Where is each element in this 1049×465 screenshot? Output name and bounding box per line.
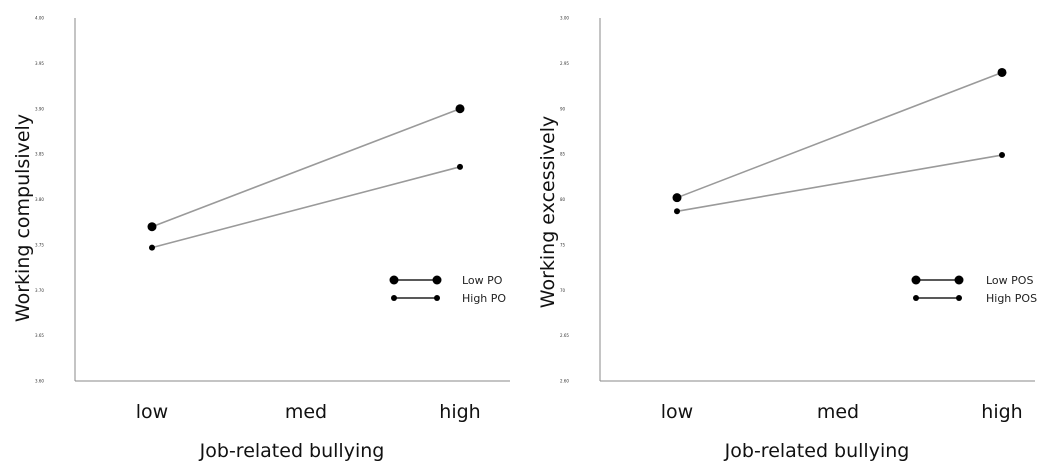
y-tick-label: 70: [560, 288, 566, 293]
chart-left: 3.60 3.65 3.70 3.75 3.80 3.85 3.90 3.95 4.00 low…: [12, 16, 510, 462]
legend: Low PO High PO: [389, 274, 506, 305]
data-point: [672, 193, 682, 203]
y-tick-label: 2.65: [560, 333, 569, 338]
legend-label-1: High POS: [986, 292, 1037, 305]
y-tick-label: 3.85: [35, 152, 44, 157]
y-axis: 3.60 3.65 3.70 3.75 3.80 3.85 3.90 3.95 4.00: [35, 16, 76, 384]
legend-marker: [389, 275, 399, 285]
category-labels: low med high: [136, 401, 481, 423]
y-tick-label: 90: [560, 106, 566, 111]
category-label-med: med: [817, 401, 859, 423]
series-line-0: [151, 108, 461, 228]
y-tick-label: 85: [560, 152, 566, 157]
y-tick-label: 3.75: [35, 242, 44, 247]
data-point: [149, 244, 155, 251]
y-tick-label: 3.60: [35, 379, 44, 384]
category-labels: low med high: [661, 401, 1023, 423]
legend-marker: [391, 295, 397, 301]
y-tick-labels: 2.60 2.65 70 75 80 85 90 2.95 3.00: [560, 16, 569, 384]
data-point: [674, 208, 680, 215]
y-tick-label: 3.95: [35, 61, 44, 66]
series-line-1: [151, 166, 461, 249]
data-point: [455, 104, 465, 114]
legend-marker: [954, 275, 964, 285]
category-label-low: low: [661, 401, 693, 423]
data-point: [457, 163, 463, 170]
legend-label-0: Low PO: [462, 274, 503, 287]
y-tick-label: 3.90: [35, 106, 44, 111]
category-label-low: low: [136, 401, 168, 423]
chart-right: 2.60 2.65 70 75 80 85 90 2.95 3.00 low med high Lo…: [537, 16, 1037, 463]
legend-marker: [911, 275, 921, 285]
legend-label-1: High PO: [462, 292, 506, 305]
y-tick-label: 75: [560, 242, 566, 247]
data-point: [147, 222, 157, 232]
legend: Low POS High POS: [911, 274, 1037, 305]
y-tick-label: 2.95: [560, 61, 569, 66]
data-point: [999, 152, 1005, 159]
y-tick-label: 80: [560, 197, 566, 202]
plot-series: [672, 67, 1007, 215]
series-line-1: [676, 154, 1003, 213]
data-point: [997, 67, 1007, 77]
y-tick-label: 3.65: [35, 333, 44, 338]
legend-marker: [913, 295, 919, 301]
y-tick-label: 2.60: [560, 379, 569, 384]
x-axis-label: Job-related bullying: [724, 440, 910, 462]
y-tick-label: 3.80: [35, 197, 44, 202]
legend-marker: [434, 295, 440, 301]
legend-label-0: Low POS: [986, 274, 1033, 287]
y-tick-labels: 3.60 3.65 3.70 3.75 3.80 3.85 3.90 3.95 4.00: [35, 16, 44, 384]
legend-marker: [432, 275, 442, 285]
category-label-high: high: [981, 401, 1022, 423]
y-tick-label: 3.00: [560, 16, 569, 21]
y-axis-label: Working compulsively: [12, 114, 34, 322]
y-axis-label: Working excessively: [537, 116, 559, 308]
series-line-0: [676, 71, 1003, 199]
y-axis: 2.60 2.65 70 75 80 85 90 2.95 3.00: [560, 16, 601, 384]
y-tick-label: 3.70: [35, 288, 44, 293]
y-tick-label: 4.00: [35, 16, 44, 21]
x-axis-label: Job-related bullying: [199, 440, 385, 462]
category-label-high: high: [439, 401, 480, 423]
plot-series: [147, 104, 465, 251]
category-label-med: med: [285, 401, 327, 423]
legend-marker: [956, 295, 962, 301]
